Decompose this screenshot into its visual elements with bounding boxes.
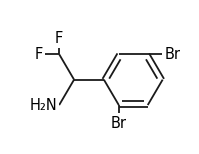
Text: Br: Br: [111, 116, 127, 130]
Text: F: F: [35, 47, 43, 62]
Text: H₂N: H₂N: [30, 98, 57, 113]
Text: Br: Br: [164, 47, 180, 62]
Text: F: F: [55, 30, 63, 46]
